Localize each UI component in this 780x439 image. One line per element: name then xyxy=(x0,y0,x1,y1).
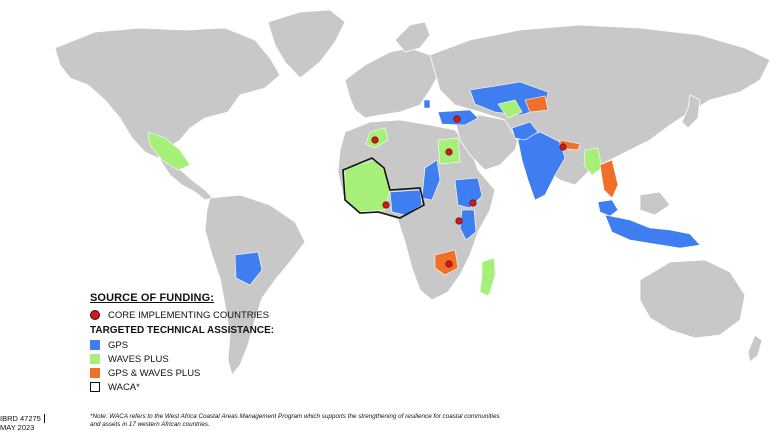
country-bolivia xyxy=(234,251,263,286)
legend-both-row: GPS & WAVES PLUS xyxy=(90,366,340,380)
core-marker-morocco xyxy=(371,136,379,144)
map-code: IBRD 47275 xyxy=(0,414,41,423)
country-indonesia xyxy=(604,214,701,249)
country-kyrgyzstan xyxy=(524,95,549,113)
gps-countries xyxy=(234,81,701,286)
core-dot-icon xyxy=(90,310,100,320)
country-pakistan xyxy=(511,121,539,141)
country-malaysia xyxy=(597,199,619,217)
waves-swatch-icon xyxy=(90,354,100,364)
map-id: IBRD 47275 MAY 2023 xyxy=(0,414,41,432)
core-marker-ethiopia xyxy=(469,199,477,207)
both-swatch-icon xyxy=(90,368,100,378)
core-marker-ghana xyxy=(382,201,390,209)
country-sudan xyxy=(421,159,441,201)
legend-gps-row: GPS xyxy=(90,338,340,352)
waca-swatch-icon xyxy=(90,382,100,392)
core-marker-egypt xyxy=(445,148,453,156)
map-date: MAY 2023 xyxy=(0,423,35,432)
country-mexico xyxy=(147,131,191,171)
country-madagascar xyxy=(479,257,496,297)
core-markers xyxy=(371,115,567,268)
waca-outline xyxy=(342,157,425,219)
legend-title: SOURCE OF FUNDING: xyxy=(90,292,215,304)
core-marker-turkey xyxy=(453,115,461,123)
country-vietnam xyxy=(599,159,619,199)
legend-core-row: CORE IMPLEMENTING COUNTRIES xyxy=(90,308,340,322)
map-legend: SOURCE OF FUNDING: CORE IMPLEMENTING COU… xyxy=(90,292,340,394)
core-marker-nepal xyxy=(559,143,567,151)
legend-ta-heading: TARGETED TECHNICAL ASSISTANCE: xyxy=(90,325,275,336)
legend-waca-label: WACA* xyxy=(108,381,140,393)
core-marker-zambia xyxy=(445,260,453,268)
map-id-divider xyxy=(44,414,45,423)
core-marker-rwanda xyxy=(455,217,463,225)
legend-waves-row: WAVES PLUS xyxy=(90,352,340,366)
country-kenya xyxy=(459,209,477,241)
legend-both-label: GPS & WAVES PLUS xyxy=(108,367,201,379)
legend-waves-label: WAVES PLUS xyxy=(108,353,169,365)
footnote: *Note: WACA refers to the West Africa Co… xyxy=(90,413,500,428)
country-balkan xyxy=(423,99,431,109)
country-india xyxy=(517,131,566,201)
legend-waca-row: WACA* xyxy=(90,380,340,394)
legend-gps-label: GPS xyxy=(108,339,129,351)
legend-core-label: CORE IMPLEMENTING COUNTRIES xyxy=(108,309,269,321)
country-uzbekistan xyxy=(497,99,523,119)
country-myanmar xyxy=(583,147,603,176)
gps-swatch-icon xyxy=(90,340,100,350)
